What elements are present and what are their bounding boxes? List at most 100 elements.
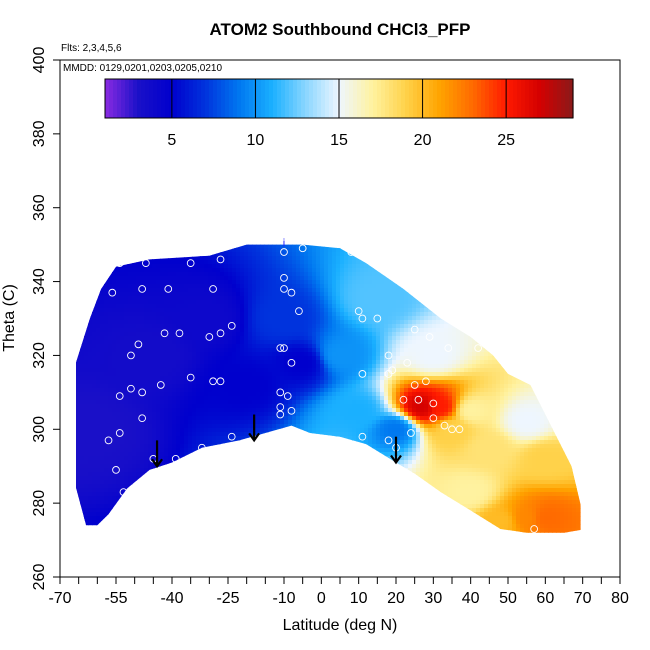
heatmap-cell [96,456,101,461]
heatmap-cell [204,348,209,353]
heatmap-cell [140,432,145,437]
heatmap-cell [76,424,81,429]
heatmap-cell [144,356,149,361]
heatmap-cell [296,360,301,365]
heatmap-cell [144,428,149,433]
heatmap-cell [148,264,153,269]
heatmap-cell [156,368,161,373]
heatmap-cell [324,396,329,401]
heatmap-cell [88,352,93,357]
heatmap-cell [176,412,181,417]
heatmap-cell [296,400,301,405]
heatmap-cell [316,360,321,365]
heatmap-cell [264,308,269,313]
heatmap-cell [320,260,325,265]
heatmap-cell [300,268,305,273]
heatmap-cell [160,436,165,441]
heatmap-cell [324,288,329,293]
heatmap-cell [156,440,161,445]
heatmap-cell [176,368,181,373]
heatmap-cell [264,304,269,309]
heatmap-cell [296,304,301,309]
heatmap-cell [216,288,221,293]
heatmap-cell [120,460,125,465]
heatmap-cell [204,260,209,265]
heatmap-cell [96,376,101,381]
heatmap-cell [232,288,237,293]
heatmap-cell [88,344,93,349]
heatmap-cell [76,360,81,365]
heatmap-cell [208,388,213,393]
heatmap-cell [320,352,325,357]
heatmap-cell [132,272,137,277]
heatmap-cell [92,324,97,329]
heatmap-cell [132,292,137,297]
heatmap-cell [284,320,289,325]
heatmap-cell [152,276,157,281]
heatmap-cell [156,272,161,277]
heatmap-cell [248,372,253,377]
heatmap-cell [256,304,261,309]
heatmap-cell [196,288,201,293]
heatmap-cell [272,260,277,265]
heatmap-cell [300,420,305,425]
heatmap-cell [176,272,181,277]
heatmap-cell [196,312,201,317]
heatmap-cell [216,424,221,429]
heatmap-cell [268,332,273,337]
heatmap-cell [312,268,317,273]
heatmap-cell [308,372,313,377]
heatmap-cell [292,320,297,325]
heatmap-cell [84,436,89,441]
heatmap-cell [244,312,249,317]
heatmap-cell [324,264,329,269]
heatmap-cell [84,484,89,489]
heatmap-cell [320,432,325,437]
heatmap-cell [280,312,285,317]
heatmap-cell [172,260,177,265]
heatmap-cell [328,420,333,425]
heatmap-cell [96,436,101,441]
heatmap-cell [292,316,297,321]
heatmap-cell [100,456,105,461]
heatmap-cell [124,432,129,437]
heatmap-cell [100,372,105,377]
heatmap-cell [264,400,269,405]
heatmap-cell [196,372,201,377]
heatmap-cell [88,404,93,409]
heatmap-cell [136,460,141,465]
heatmap-cell [160,336,165,341]
heatmap-cell [172,324,177,329]
heatmap-cell [108,388,113,393]
heatmap-cell [140,376,145,381]
heatmap-cell [252,320,257,325]
heatmap-cell [284,368,289,373]
heatmap-cell [200,436,205,441]
heatmap-cell [88,424,93,429]
heatmap-cell [272,324,277,329]
heatmap-cell [84,456,89,461]
heatmap-cell [172,320,177,325]
heatmap-cell [156,388,161,393]
heatmap-cell [308,396,313,401]
heatmap-cell [148,328,153,333]
heatmap-cell [276,360,281,365]
heatmap-cell [312,252,317,257]
heatmap-cell [332,396,337,401]
heatmap-cell [92,332,97,337]
heatmap-cell [132,340,137,345]
heatmap-cell [80,364,85,369]
heatmap-cell [224,296,229,301]
heatmap-cell [320,272,325,277]
heatmap-cell [284,352,289,357]
heatmap-cell [116,272,121,277]
heatmap-cell [208,264,213,269]
heatmap-cell [172,432,177,437]
heatmap-cell [280,288,285,293]
heatmap-cell [120,492,125,497]
heatmap-cell [80,468,85,473]
heatmap-cell [252,276,257,281]
heatmap-cell [256,428,261,433]
heatmap-cell [324,252,329,257]
heatmap-cell [332,428,337,433]
